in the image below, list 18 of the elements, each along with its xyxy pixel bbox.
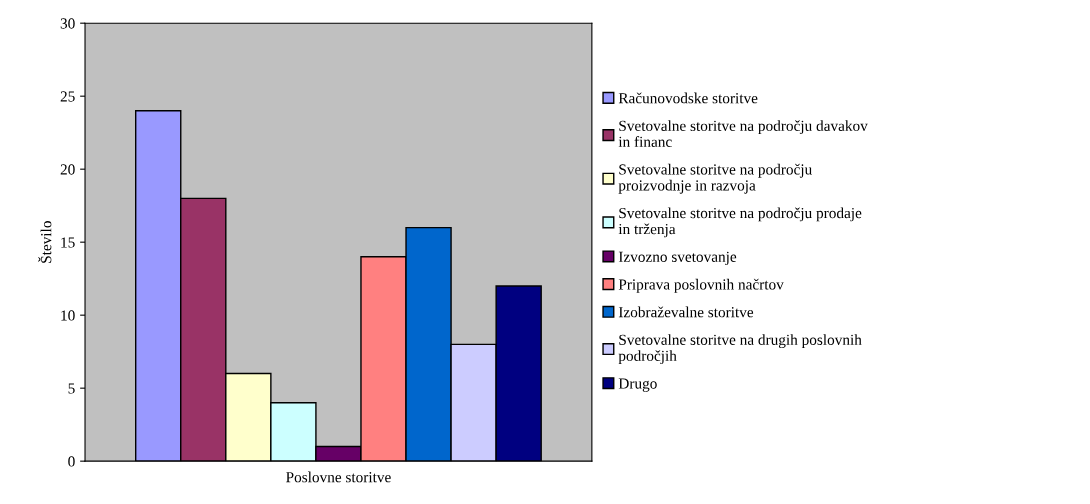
- legend-label: Svetovalne storitve na področju proizvodnje in razvoja: [618, 163, 812, 194]
- legend-label: Računovodske storitve: [618, 92, 758, 104]
- legend-label: Izobraževalne storitve: [618, 306, 754, 318]
- y-tick-label: 0: [68, 456, 75, 467]
- legend-label: Izvozno svetovanje: [618, 251, 737, 266]
- y-tick-label: 25: [60, 91, 75, 102]
- y-tick-label: 30: [60, 18, 75, 29]
- y-axis-title: Število: [38, 221, 52, 263]
- y-tick-label: 15: [61, 237, 75, 248]
- legend-label: Svetovalne storitve na drugih poslovnih področjih: [618, 334, 862, 365]
- x-axis-title: Poslovne storitve: [286, 471, 391, 483]
- legend-label: Svetovalne storitve na področju davakov in financ: [618, 120, 868, 147]
- legend-label: Drugo: [618, 378, 657, 392]
- legend-label: Priprava poslovnih načrtov: [618, 278, 784, 293]
- legend-label: Svetovalne storitve na področju prodaje in trženja: [618, 207, 862, 238]
- y-tick-label: 5: [68, 383, 75, 394]
- y-tick-label: 10: [61, 310, 75, 321]
- y-tick-label: 20: [60, 164, 75, 175]
